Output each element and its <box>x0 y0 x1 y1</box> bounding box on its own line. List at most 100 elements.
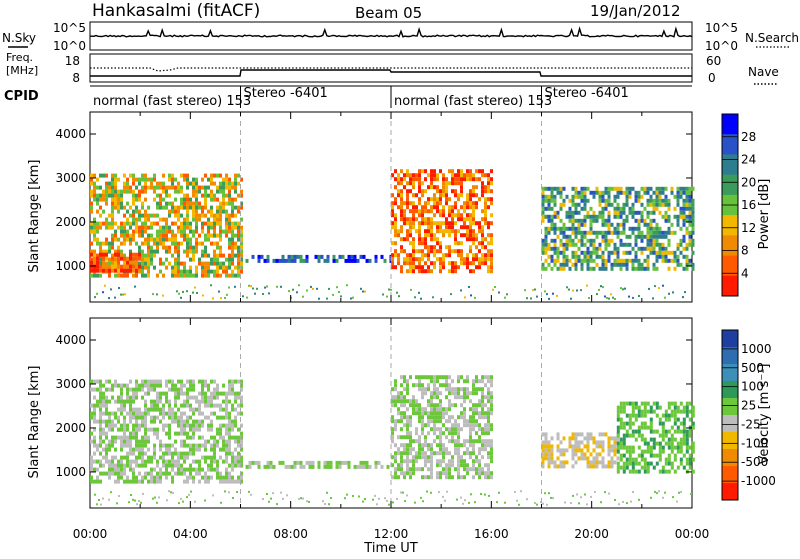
heatmap-cell <box>487 197 490 202</box>
heatmap-cell <box>649 409 653 414</box>
heatmap-cell <box>111 225 114 230</box>
heatmap-cell <box>391 241 394 246</box>
heatmap-cell <box>433 265 436 270</box>
heatmap-cell <box>150 181 153 186</box>
heatmap-cell <box>469 177 472 182</box>
heatmap-cell <box>183 419 186 424</box>
heatmap-cell <box>180 197 183 202</box>
heatmap-cell <box>141 229 144 234</box>
heatmap-cell <box>264 286 266 289</box>
heatmap-cell <box>90 273 93 278</box>
heatmap-cell <box>123 185 126 190</box>
heatmap-cell <box>126 256 129 261</box>
heatmap-cell <box>544 234 548 239</box>
heatmap-cell <box>622 288 624 291</box>
heatmap-cell <box>588 297 590 299</box>
heatmap-cell <box>210 225 213 230</box>
heatmap-cell <box>147 265 150 270</box>
heatmap-cell <box>487 471 490 476</box>
heatmap-cell <box>460 289 462 292</box>
heatmap-cell <box>201 455 204 460</box>
heatmap-cell <box>314 254 318 259</box>
heatmap-cell <box>135 260 138 265</box>
heatmap-cell <box>231 407 234 412</box>
heatmap-cell <box>574 460 578 465</box>
heatmap-cell <box>394 169 397 174</box>
heatmap-cell <box>177 265 180 270</box>
heatmap-cell <box>129 264 132 269</box>
heatmap-cell <box>439 439 442 444</box>
heatmap-cell <box>610 202 614 207</box>
heatmap-cell <box>448 375 451 380</box>
heatmap-cell <box>691 214 695 219</box>
heatmap-cell <box>439 471 442 476</box>
freq-trace <box>90 69 692 77</box>
heatmap-cell <box>394 221 397 226</box>
heatmap-cell <box>463 459 466 464</box>
heatmap-cell <box>141 177 144 182</box>
heatmap-cell <box>117 273 120 278</box>
heatmap-cell <box>691 266 695 271</box>
heatmap-cell <box>123 427 126 432</box>
heatmap-cell <box>165 395 168 400</box>
heatmap-cell <box>105 261 108 266</box>
heatmap-cell <box>93 411 96 416</box>
heatmap-cell <box>550 206 554 211</box>
heatmap-cell <box>433 387 436 392</box>
heatmap-cell <box>457 181 460 186</box>
colorbar-tick-label: 1000 <box>741 342 772 356</box>
heatmap-cell <box>574 242 578 247</box>
heatmap-cell <box>117 427 120 432</box>
heatmap-cell <box>654 490 656 493</box>
heatmap-cell <box>90 177 93 182</box>
heatmap-cell <box>595 254 599 259</box>
heatmap-cell <box>186 173 189 178</box>
heatmap-cell <box>114 296 116 299</box>
heatmap-cell <box>186 185 189 190</box>
heatmap-cell <box>98 499 100 501</box>
heatmap-cell <box>592 440 596 445</box>
heatmap-cell <box>427 403 430 408</box>
heatmap-cell <box>346 284 348 287</box>
heatmap-cell <box>189 221 192 226</box>
heatmap-cell <box>448 467 451 472</box>
heatmap-cell <box>108 419 111 424</box>
heatmap-cell <box>231 213 234 218</box>
heatmap-cell <box>174 459 177 464</box>
heatmap-cell <box>481 241 484 246</box>
heatmap-cell <box>619 401 623 406</box>
heatmap-cell <box>186 181 189 186</box>
heatmap-cell <box>598 198 602 203</box>
heatmap-cell <box>670 222 674 227</box>
heatmap-cell <box>135 463 138 468</box>
heatmap-cell <box>248 490 250 493</box>
heatmap-cell <box>201 177 204 182</box>
heatmap-cell <box>457 431 460 436</box>
heatmap-cell <box>409 475 412 480</box>
heatmap-cell <box>439 241 442 246</box>
heatmap-cell <box>183 431 186 436</box>
heatmap-cell <box>625 433 629 438</box>
heatmap-cell <box>481 217 484 222</box>
heatmap-cell <box>234 435 237 440</box>
heatmap-cell <box>586 464 590 469</box>
heatmap-cell <box>225 213 228 218</box>
heatmap-cell <box>102 383 105 388</box>
heatmap-cell <box>147 411 150 416</box>
heatmap-cell <box>220 501 222 504</box>
heatmap-cell <box>111 268 114 273</box>
heatmap-cell <box>676 254 680 259</box>
heatmap-cell <box>415 209 418 214</box>
heatmap-cell <box>102 221 105 226</box>
heatmap-cell <box>589 460 593 465</box>
heatmap-cell <box>472 439 475 444</box>
heatmap-cell <box>234 479 237 484</box>
heatmap-cell <box>457 467 460 472</box>
heatmap-cell <box>177 261 180 266</box>
heatmap-cell <box>400 245 403 250</box>
heatmap-cell <box>144 265 147 270</box>
heatmap-cell <box>400 197 403 202</box>
heatmap-cell <box>454 403 457 408</box>
heatmap-cell <box>463 443 466 448</box>
heatmap-cell <box>231 479 234 484</box>
